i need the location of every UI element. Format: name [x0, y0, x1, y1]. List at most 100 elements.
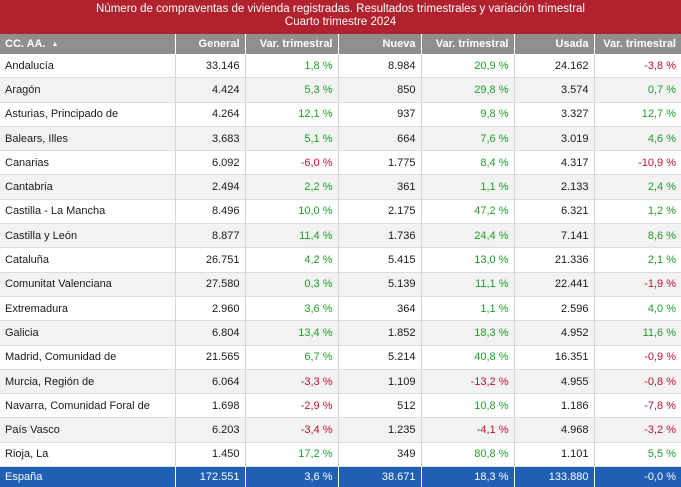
- nueva-cell: 937: [338, 102, 422, 127]
- nueva-cell: 349: [338, 442, 422, 468]
- nueva-cell: 1.109: [338, 369, 422, 395]
- var-nueva-cell: 47,2 %: [421, 199, 515, 225]
- var-general-cell: 0,3 %: [245, 272, 339, 297]
- usada-cell: 22.441: [514, 272, 595, 297]
- nueva-cell: 1.235: [338, 417, 422, 443]
- var-usada-cell: 11,6 %: [594, 320, 681, 346]
- total-var-nueva: 18,3 %: [421, 466, 515, 487]
- var-general-cell: 3,6 %: [245, 296, 339, 322]
- general-cell: 33.146: [175, 54, 246, 79]
- general-cell: 6.064: [175, 369, 246, 395]
- var-nueva-cell: 40,8 %: [421, 345, 515, 370]
- region-cell: Canarias: [0, 150, 176, 176]
- usada-cell: 21.336: [514, 247, 595, 273]
- usada-cell: 3.327: [514, 102, 595, 127]
- var-nueva-cell: 24,4 %: [421, 223, 515, 249]
- general-cell: 6.092: [175, 150, 246, 176]
- var-nueva-cell: 7,6 %: [421, 126, 515, 152]
- usada-cell: 7.141: [514, 223, 595, 249]
- region-cell: Castilla y León: [0, 223, 176, 249]
- column-header-general[interactable]: General: [175, 34, 246, 54]
- table-row: Madrid, Comunidad de 21.565 6,7 % 5.214 40,8…: [0, 345, 681, 370]
- var-usada-cell: -0,9 %: [594, 345, 681, 370]
- table-row: Asturias, Principado de 4.264 12,1 % 937 9,8…: [0, 102, 681, 127]
- nueva-cell: 1.852: [338, 320, 422, 346]
- column-header-var-usada[interactable]: Var. trimestral: [594, 34, 681, 54]
- var-general-cell: -6,0 %: [245, 150, 339, 176]
- var-nueva-cell: -4,1 %: [421, 417, 515, 443]
- title-line-2: Cuarto trimestre 2024: [284, 16, 397, 28]
- region-cell: Cantabria: [0, 174, 176, 200]
- column-header-var-general[interactable]: Var. trimestral: [245, 34, 339, 54]
- var-usada-cell: -10,9 %: [594, 150, 681, 176]
- var-nueva-cell: 9,8 %: [421, 102, 515, 127]
- nueva-cell: 2.175: [338, 199, 422, 225]
- table-row: Murcia, Región de 6.064 -3,3 % 1.109 -13,2 %…: [0, 369, 681, 395]
- var-general-cell: -3,3 %: [245, 369, 339, 395]
- total-var-usada: -0,0 %: [594, 466, 681, 487]
- usada-cell: 4.955: [514, 369, 595, 395]
- general-cell: 2.960: [175, 296, 246, 322]
- var-general-cell: -2,9 %: [245, 393, 339, 419]
- region-cell: Galicia: [0, 320, 176, 346]
- nueva-cell: 8.984: [338, 54, 422, 79]
- var-general-cell: 12,1 %: [245, 102, 339, 127]
- usada-cell: 2.133: [514, 174, 595, 200]
- var-usada-cell: 1,2 %: [594, 199, 681, 225]
- region-cell: Castilla - La Mancha: [0, 199, 176, 225]
- title-line-1: Número de compraventas de vivienda regis…: [96, 3, 585, 15]
- table-title-bar: Número de compraventas de vivienda regis…: [0, 0, 681, 34]
- total-var-general: 3,6 %: [245, 466, 339, 487]
- nueva-cell: 664: [338, 126, 422, 152]
- var-general-cell: 10,0 %: [245, 199, 339, 225]
- column-header-ccaa[interactable]: CC. AA. ▲: [0, 34, 176, 54]
- var-usada-cell: -3,2 %: [594, 417, 681, 443]
- general-cell: 8.877: [175, 223, 246, 249]
- usada-cell: 24.162: [514, 54, 595, 79]
- var-general-cell: 5,1 %: [245, 126, 339, 152]
- var-usada-cell: 4,0 %: [594, 296, 681, 322]
- usada-cell: 3.019: [514, 126, 595, 152]
- var-general-cell: 6,7 %: [245, 345, 339, 370]
- var-nueva-cell: -13,2 %: [421, 369, 515, 395]
- table-row: Rioja, La 1.450 17,2 % 349 80,8 % 1.101 5,5 %: [0, 442, 681, 468]
- table-row: Aragón 4.424 5,3 % 850 29,8 % 3.574 0,7 %: [0, 77, 681, 103]
- table-row: Galicia 6.804 13,4 % 1.852 18,3 % 4.952 11,6 %: [0, 320, 681, 346]
- nueva-cell: 5.214: [338, 345, 422, 370]
- table-row: Canarias 6.092 -6,0 % 1.775 8,4 % 4.317 -10,9 …: [0, 150, 681, 176]
- region-cell: Navarra, Comunidad Foral de: [0, 393, 176, 419]
- column-header-var-nueva[interactable]: Var. trimestral: [421, 34, 515, 54]
- var-general-cell: -3,4 %: [245, 417, 339, 443]
- column-header-usada[interactable]: Usada: [514, 34, 595, 54]
- general-cell: 2.494: [175, 174, 246, 200]
- usada-cell: 1.101: [514, 442, 595, 468]
- var-usada-cell: -1,9 %: [594, 272, 681, 297]
- usada-cell: 3.574: [514, 77, 595, 103]
- nueva-cell: 5.139: [338, 272, 422, 297]
- region-cell: País Vasco: [0, 417, 176, 443]
- table-row: Balears, Illes 3.683 5,1 % 664 7,6 % 3.019 4,6…: [0, 126, 681, 152]
- general-cell: 1.698: [175, 393, 246, 419]
- var-nueva-cell: 11,1 %: [421, 272, 515, 297]
- var-nueva-cell: 80,8 %: [421, 442, 515, 468]
- var-usada-cell: 8,6 %: [594, 223, 681, 249]
- var-usada-cell: 12,7 %: [594, 102, 681, 127]
- var-usada-cell: -3,8 %: [594, 54, 681, 79]
- var-general-cell: 1,8 %: [245, 54, 339, 79]
- usada-cell: 4.952: [514, 320, 595, 346]
- table-row: Comunitat Valenciana 27.580 0,3 % 5.139 11,1…: [0, 272, 681, 297]
- total-usada: 133.880: [514, 466, 595, 487]
- nueva-cell: 5.415: [338, 247, 422, 273]
- total-general: 172.551: [175, 466, 246, 487]
- nueva-cell: 1.736: [338, 223, 422, 249]
- nueva-cell: 512: [338, 393, 422, 419]
- var-general-cell: 5,3 %: [245, 77, 339, 103]
- region-cell: Andalucía: [0, 54, 176, 79]
- var-general-cell: 11,4 %: [245, 223, 339, 249]
- sort-ascending-icon[interactable]: ▲: [51, 41, 59, 48]
- general-cell: 6.804: [175, 320, 246, 346]
- table-row: Andalucía 33.146 1,8 % 8.984 20,9 % 24.162 -3,…: [0, 54, 681, 79]
- data-table: CC. AA. ▲ General Var. trimestral Nueva V…: [0, 34, 681, 487]
- column-header-nueva[interactable]: Nueva: [338, 34, 422, 54]
- table-row: Cataluña 26.751 4,2 % 5.415 13,0 % 21.336 2,1 …: [0, 247, 681, 273]
